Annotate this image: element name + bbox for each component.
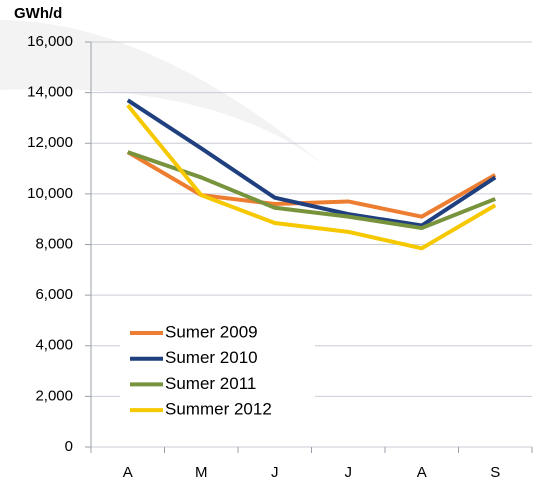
x-tick-label: M	[195, 464, 208, 481]
y-axis-label: GWh/d	[14, 5, 62, 22]
y-tick-label: 10,000	[27, 185, 73, 202]
legend-label: Summer 2012	[165, 400, 272, 419]
x-tick-label: J	[271, 464, 279, 481]
legend-label: Sumer 2009	[165, 322, 258, 341]
y-tick-label: 2,000	[35, 387, 73, 404]
x-tick-label: J	[345, 464, 353, 481]
background-swoosh	[0, 20, 330, 170]
y-tick-label: 14,000	[27, 84, 73, 101]
x-tick-label: A	[417, 464, 427, 481]
y-tick-label: 6,000	[35, 286, 73, 303]
series-line	[126, 98, 497, 228]
legend-label: Sumer 2010	[165, 348, 258, 367]
series-line	[126, 104, 497, 251]
y-tick-label: 0	[65, 438, 73, 455]
y-tick-label: 16,000	[27, 33, 73, 50]
y-tick-label: 4,000	[35, 337, 73, 354]
x-tick-label: S	[490, 464, 500, 481]
legend-label: Sumer 2011	[165, 374, 256, 393]
y-tick-label: 8,000	[35, 235, 73, 252]
series-line	[126, 150, 497, 219]
x-tick-label: A	[123, 464, 133, 481]
series-line	[127, 150, 496, 231]
y-tick-label: 12,000	[27, 134, 73, 151]
